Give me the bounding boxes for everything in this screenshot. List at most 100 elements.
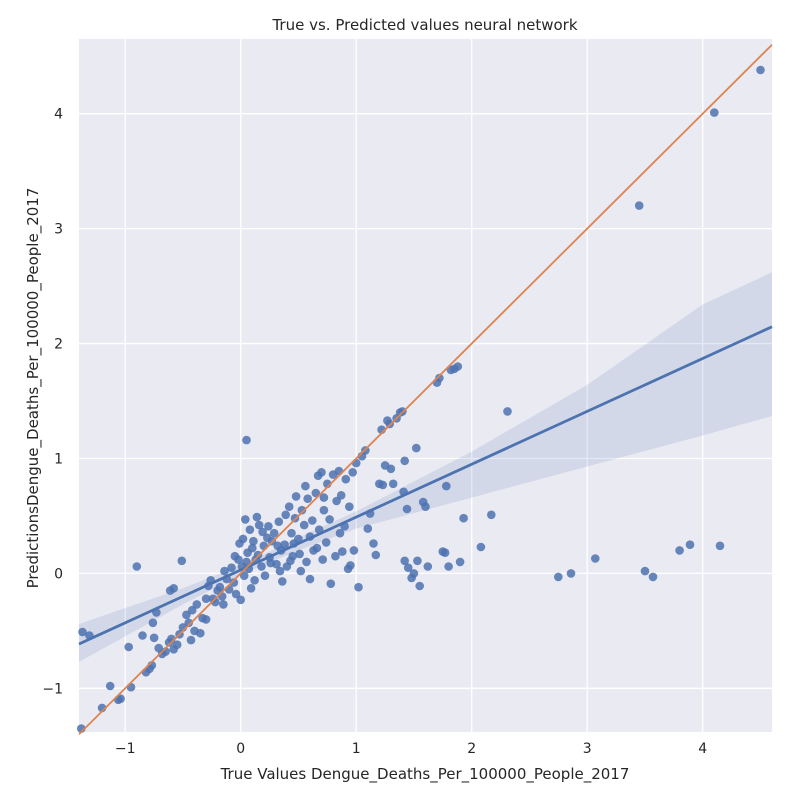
data-point xyxy=(348,468,358,477)
data-point xyxy=(231,589,241,599)
data-point xyxy=(715,541,725,551)
data-point xyxy=(326,579,336,588)
data-point xyxy=(269,528,279,538)
data-point xyxy=(201,594,211,603)
data-point xyxy=(363,524,373,533)
data-point xyxy=(332,496,341,506)
data-point xyxy=(291,492,301,501)
data-point xyxy=(354,582,363,592)
y-axis-label: PredictionsDengue_Deaths_Per_100000_Peop… xyxy=(24,188,43,589)
data-point xyxy=(297,505,307,515)
data-point xyxy=(442,481,451,491)
data-point xyxy=(227,563,236,572)
data-point xyxy=(299,520,309,530)
data-point xyxy=(335,528,345,538)
data-point xyxy=(319,505,329,515)
data-point xyxy=(242,435,251,445)
data-point xyxy=(248,543,257,553)
data-point xyxy=(280,540,289,549)
y-tick-label: 0 xyxy=(54,566,63,582)
x-tick-label: 0 xyxy=(236,741,245,757)
data-point xyxy=(345,502,354,512)
data-point xyxy=(301,481,310,491)
data-point xyxy=(132,562,142,571)
data-point xyxy=(334,466,344,476)
data-point xyxy=(238,534,248,544)
chart-title: True vs. Predicted values neural network xyxy=(271,16,577,34)
data-point xyxy=(341,474,351,484)
data-point xyxy=(415,581,425,591)
y-tick-label: −1 xyxy=(42,681,63,697)
data-point xyxy=(685,540,695,549)
data-point xyxy=(245,525,255,534)
data-point xyxy=(266,558,276,568)
data-point xyxy=(312,543,322,553)
y-tick-label: 3 xyxy=(54,222,63,238)
data-point xyxy=(124,642,133,652)
data-point xyxy=(246,584,256,593)
data-point xyxy=(196,628,205,638)
data-point xyxy=(756,65,765,75)
data-point xyxy=(487,510,496,520)
data-point xyxy=(440,548,450,557)
data-point xyxy=(423,562,433,571)
fit-lines xyxy=(78,44,773,735)
data-point xyxy=(371,550,381,560)
y-tick-label: 2 xyxy=(54,337,63,353)
data-point xyxy=(369,539,378,548)
y-tick-label: 4 xyxy=(54,107,63,123)
data-point xyxy=(349,546,359,555)
data-point xyxy=(273,541,283,551)
data-point xyxy=(336,491,346,500)
data-point xyxy=(503,407,512,416)
data-point xyxy=(317,468,326,477)
data-point xyxy=(264,522,273,531)
data-point xyxy=(182,610,191,620)
regression-line xyxy=(78,325,773,646)
identity-line xyxy=(78,44,773,735)
data-point xyxy=(311,488,321,498)
data-point xyxy=(149,633,159,643)
data-point xyxy=(421,502,430,512)
data-point xyxy=(710,108,719,117)
data-point xyxy=(566,569,576,578)
x-tick-label: 4 xyxy=(698,741,707,757)
data-point xyxy=(258,527,267,537)
data-point xyxy=(331,551,340,561)
data-point xyxy=(260,571,270,580)
data-point xyxy=(318,555,328,564)
data-point xyxy=(187,605,197,615)
data-point xyxy=(400,556,410,566)
data-point xyxy=(409,569,419,578)
data-point xyxy=(476,542,486,552)
data-point xyxy=(346,561,355,570)
data-point xyxy=(219,600,228,609)
data-point xyxy=(229,578,239,587)
data-point xyxy=(177,556,187,566)
data-point xyxy=(116,694,125,703)
x-tick-label: 2 xyxy=(467,741,476,757)
data-point xyxy=(287,528,296,538)
data-point xyxy=(220,566,229,576)
data-point xyxy=(308,516,317,525)
data-point xyxy=(455,557,465,567)
data-point xyxy=(413,556,422,566)
data-point xyxy=(254,520,264,530)
data-point xyxy=(386,464,396,474)
data-point xyxy=(378,480,388,490)
data-point xyxy=(192,600,202,609)
data-point xyxy=(257,562,266,571)
plot-background xyxy=(79,39,772,732)
data-point xyxy=(435,373,444,383)
data-point xyxy=(252,512,262,522)
data-point xyxy=(303,494,313,504)
data-point xyxy=(402,504,412,514)
data-point xyxy=(640,566,650,576)
data-point xyxy=(296,566,306,576)
data-point xyxy=(236,595,245,605)
data-point xyxy=(648,572,658,582)
data-point xyxy=(321,538,331,547)
data-point xyxy=(305,574,315,584)
data-point xyxy=(444,562,453,571)
